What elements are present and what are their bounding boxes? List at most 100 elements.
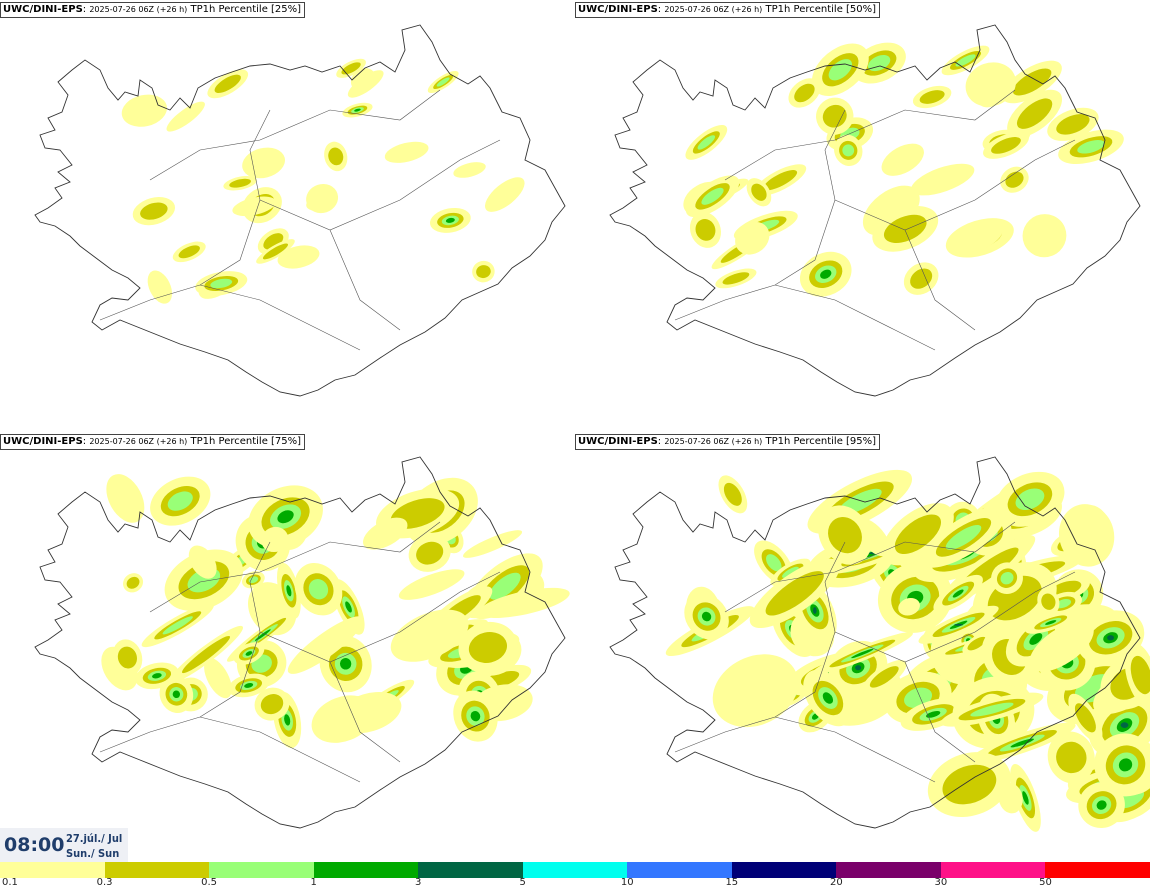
precip-area	[910, 268, 933, 289]
colorbar-segment	[209, 862, 314, 878]
precip-area	[911, 163, 975, 196]
field-name: TP1h Percentile [75%]	[190, 436, 302, 447]
precip-area	[248, 576, 259, 584]
precip-map-p75	[34, 456, 570, 829]
precip-area	[1015, 488, 1045, 511]
precip-area	[869, 666, 899, 688]
precip-area	[277, 245, 320, 269]
precip-area	[286, 585, 292, 597]
precip-area	[287, 616, 364, 674]
map-panel-p25: UWC/DINI-EPS: 2025-07-26 06Z (+26 h) TP1…	[0, 0, 575, 432]
model-name: UWC/DINI-EPS	[578, 4, 658, 15]
colorbar-label: 0.1	[2, 877, 18, 888]
colorbar-label: 50	[1039, 877, 1052, 888]
roads	[99, 521, 501, 783]
precip-area	[242, 147, 285, 179]
precip-area	[1107, 635, 1115, 641]
precip-area	[462, 530, 523, 558]
precip-area	[311, 695, 375, 743]
model-name: UWC/DINI-EPS	[3, 4, 83, 15]
precip-area	[1022, 791, 1029, 805]
coastline	[609, 24, 1141, 397]
precip-area	[894, 514, 942, 554]
precip-area	[254, 629, 271, 641]
colorbar-label: 0.3	[96, 877, 113, 888]
colorbar-segment	[627, 862, 732, 878]
roads	[674, 521, 1076, 783]
precip-area	[308, 579, 329, 600]
precip-area	[210, 278, 233, 289]
precip-area	[416, 541, 444, 565]
precip-area	[954, 623, 963, 626]
model-name: UWC/DINI-EPS	[578, 436, 658, 447]
precip-area	[277, 510, 294, 524]
precip-area	[1000, 571, 1014, 585]
precip-area	[763, 170, 798, 191]
precip-area	[1041, 593, 1056, 610]
precip-area	[182, 635, 231, 674]
precip-area	[363, 517, 408, 550]
precip-area	[476, 265, 491, 279]
precip-area	[942, 764, 997, 805]
precip-area	[453, 162, 486, 178]
precip-area	[1005, 171, 1024, 188]
roads	[674, 89, 1076, 351]
precip-area	[1056, 741, 1087, 774]
coastline	[34, 456, 566, 829]
colorbar-segment	[104, 862, 210, 878]
colorbar-segment	[836, 862, 941, 878]
precip-area	[166, 101, 205, 132]
precip-area	[883, 214, 927, 243]
precip-area	[339, 658, 352, 670]
colorbar-label: 0.5	[201, 877, 218, 888]
panel-title: UWC/DINI-EPS: 2025-07-26 06Z (+26 h) TP1…	[0, 434, 306, 450]
precip-area	[1029, 621, 1094, 672]
precip-area	[126, 576, 140, 589]
precip-area	[1045, 620, 1057, 625]
precip-area	[178, 245, 200, 259]
precip-area	[167, 491, 193, 511]
precip-area	[445, 217, 455, 223]
colorbar-segment	[418, 862, 523, 878]
precip-map-p50	[609, 24, 1141, 397]
precip-area	[970, 702, 1014, 717]
precip-area	[955, 54, 976, 67]
precip-area	[1029, 633, 1043, 645]
precip-area	[204, 657, 232, 699]
precip-area	[722, 272, 750, 285]
precip-area	[1120, 722, 1129, 729]
precip-area	[842, 144, 855, 157]
precip-area	[121, 94, 167, 127]
precip-area	[328, 147, 344, 166]
field-name: TP1h Percentile [50%]	[765, 4, 877, 15]
precip-area	[926, 710, 941, 718]
precip-area	[484, 177, 525, 212]
colorbar-segment	[731, 862, 837, 878]
map-panel-p95: UWC/DINI-EPS: 2025-07-26 06Z (+26 h) TP1…	[575, 432, 1150, 864]
precip-area	[813, 607, 817, 614]
precip-area	[697, 135, 716, 150]
precip-area	[354, 108, 361, 112]
precip-area	[1077, 140, 1105, 154]
precip-area	[794, 83, 815, 103]
precip-area	[306, 183, 339, 214]
precip-area	[1016, 98, 1053, 129]
colorbar-label: 20	[829, 877, 843, 888]
precip-area	[229, 178, 251, 188]
colorbar-label: 5	[519, 877, 526, 888]
precip-area	[398, 569, 465, 600]
precip-area	[260, 694, 284, 715]
run-time: 2025-07-26 06Z (+26 h)	[664, 437, 763, 446]
precip-area	[965, 62, 1016, 107]
valid-date: 27.júl./ Jul	[66, 832, 123, 845]
precip-area	[695, 219, 716, 241]
model-name: UWC/DINI-EPS	[3, 436, 83, 447]
run-time: 2025-07-26 06Z (+26 h)	[89, 5, 188, 14]
precip-area	[106, 474, 145, 523]
precip-area	[991, 137, 1021, 154]
precip-area	[952, 589, 964, 598]
precip-area	[1118, 758, 1133, 772]
precip-area	[1058, 504, 1115, 567]
panel-title: UWC/DINI-EPS: 2025-07-26 06Z (+26 h) TP1…	[0, 2, 306, 18]
precip-area	[140, 202, 168, 220]
